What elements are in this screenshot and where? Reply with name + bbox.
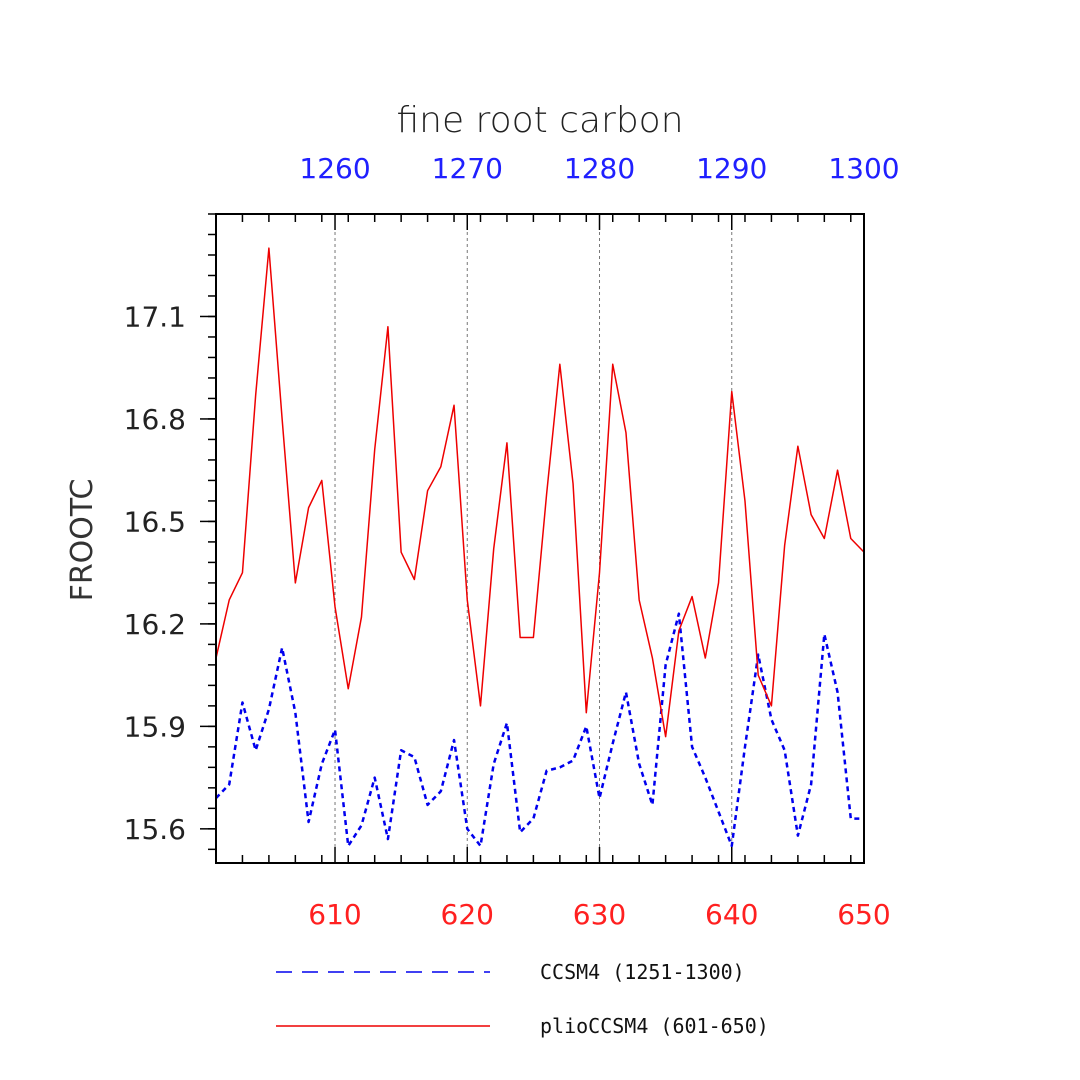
x-bottom-tick-label-650: 650 [837, 898, 890, 931]
y-tick-label-15.9: 15.9 [124, 710, 186, 743]
chart-title: fine root carbon [396, 100, 683, 141]
vertical-grid-lines [334, 214, 733, 863]
x-bottom-tick-label-640: 640 [705, 898, 758, 931]
y-tick-label-16.5: 16.5 [124, 505, 186, 538]
y-tick-label-16.2: 16.2 [124, 608, 186, 641]
series-layer [215, 247, 865, 848]
series-line-1 [215, 247, 865, 738]
y-tick-label-15.6: 15.6 [124, 813, 186, 846]
x-top-tick-label-1270: 1270 [432, 152, 503, 185]
x-top-tick-label-1280: 1280 [564, 152, 635, 185]
y-tick-label-16.8: 16.8 [124, 403, 186, 436]
y-axis-label: FROOTC [65, 479, 100, 602]
x-bottom-tick-label-620: 620 [441, 898, 494, 931]
y-tick-label-17.1: 17.1 [124, 300, 186, 333]
x-top-tick-label-1260: 1260 [299, 152, 370, 185]
legend: CCSM4 (1251-1300) plioCCSM4 (601-650) [276, 960, 769, 1038]
plot-frame [215, 213, 865, 864]
axis-ticks [200, 213, 865, 863]
x-top-tick-label-1300: 1300 [828, 152, 899, 185]
x-top-tick-label-1290: 1290 [696, 152, 767, 185]
legend-label-plioccsm4: plioCCSM4 (601-650) [540, 1014, 769, 1038]
axis-tick-labels: 610 620 630 640 650 1260 1270 1280 1290 1300 15.6 1… [124, 152, 900, 931]
series-line-0 [215, 612, 864, 848]
legend-label-ccsm4: CCSM4 (1251-1300) [540, 960, 745, 984]
x-bottom-tick-label-610: 610 [308, 898, 361, 931]
x-bottom-tick-label-630: 630 [573, 898, 626, 931]
